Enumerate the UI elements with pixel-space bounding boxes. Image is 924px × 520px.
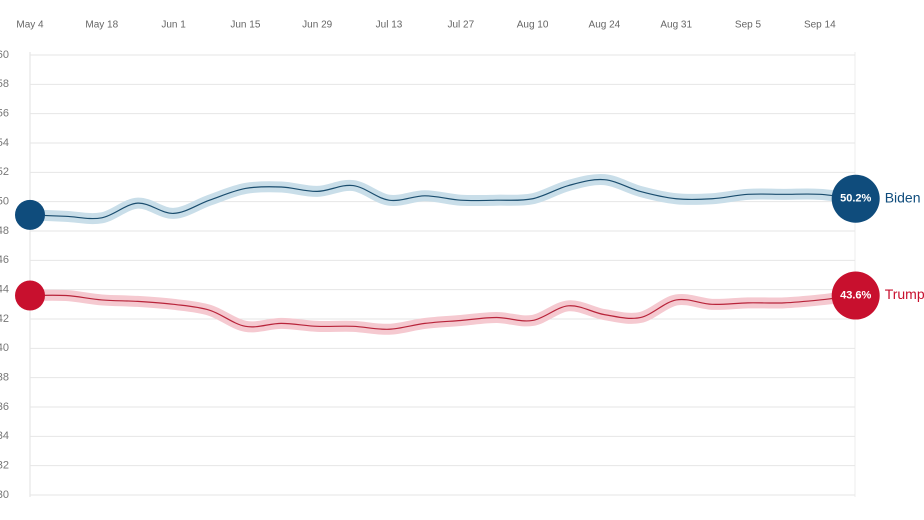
x-tick-label: Sep 14 [804,20,836,31]
x-tick-label: May 18 [85,20,118,31]
legend-label: Biden [885,189,921,205]
x-tick-label: Jun 15 [230,20,260,31]
line-band [24,289,862,335]
x-tick-label: Jun 29 [302,20,332,31]
end-label: 50.2% [840,193,871,205]
x-tick-label: May 4 [16,20,44,31]
y-tick-label: 60 [0,49,9,61]
end-dot [831,174,880,223]
y-tick-label: 46 [0,254,9,266]
x-tick-label: Aug 24 [589,20,621,31]
y-tick-label: 58 [0,78,9,90]
y-tick-label: 38 [0,372,9,384]
x-tick-label: Aug 10 [517,20,549,31]
y-tick-label: 42 [0,313,9,325]
start-dot [15,199,45,230]
x-tick-label: Jul 13 [376,20,403,31]
x-tick-label: Aug 31 [660,20,692,31]
x-tick-label: Sep 5 [735,20,762,31]
y-tick-label: 36 [0,401,9,413]
y-tick-label: 52 [0,166,9,178]
end-label: 43.6% [840,289,871,301]
y-tick-label: 40 [0,342,9,354]
y-tick-label: 44 [0,284,9,296]
y-tick-label: 56 [0,108,9,120]
legend-label: Trump [885,286,924,302]
line [29,178,856,220]
x-tick-label: Jul 27 [447,20,474,31]
y-tick-label: 50 [0,196,9,208]
start-dot [15,280,45,311]
y-tick-label: 48 [0,225,9,237]
line-band [24,174,862,225]
y-tick-label: 30 [0,489,9,501]
end-dot [831,271,880,320]
y-tick-label: 32 [0,460,9,472]
y-tick-label: 54 [0,137,9,149]
line [29,294,856,330]
x-tick-label: Jun 1 [161,20,186,31]
y-tick-label: 34 [0,430,9,442]
